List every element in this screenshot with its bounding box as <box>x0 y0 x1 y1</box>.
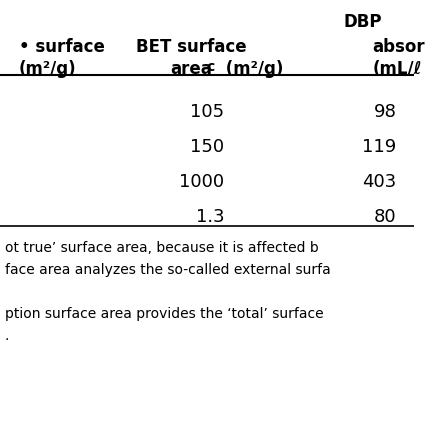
Text: (m²/g): (m²/g) <box>220 60 283 78</box>
Text: (m²/g): (m²/g) <box>19 60 77 78</box>
Text: 150: 150 <box>191 138 225 156</box>
Text: face area analyzes the so-called external surfa: face area analyzes the so-called externa… <box>5 263 330 277</box>
Text: .: . <box>5 329 9 343</box>
Text: ption surface area provides the ‘total’ surface: ption surface area provides the ‘total’ … <box>5 307 323 321</box>
Text: 80: 80 <box>374 208 397 226</box>
Text: 98: 98 <box>374 103 397 121</box>
Text: DBP: DBP <box>344 13 382 31</box>
Text: 105: 105 <box>191 103 225 121</box>
Text: 403: 403 <box>362 173 397 191</box>
Text: 1.3: 1.3 <box>196 208 225 226</box>
Text: 119: 119 <box>362 138 397 156</box>
Text: area: area <box>170 60 212 78</box>
Text: 1000: 1000 <box>179 173 225 191</box>
Text: ot true’ surface area, because it is affected b: ot true’ surface area, because it is aff… <box>5 241 319 255</box>
Text: (mL/ℓ: (mL/ℓ <box>373 60 422 78</box>
Text: • surface: • surface <box>19 38 105 56</box>
Text: absor: absor <box>373 38 425 56</box>
Text: BET surface: BET surface <box>136 38 246 56</box>
Text: c: c <box>207 60 215 74</box>
